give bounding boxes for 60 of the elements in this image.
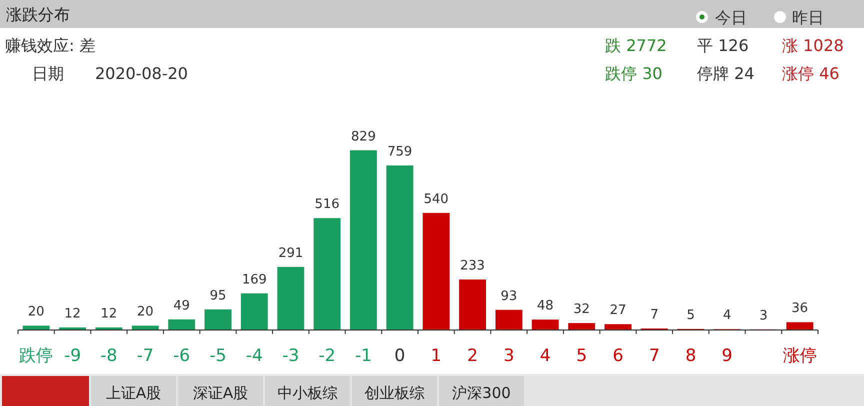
data-label: 5 bbox=[686, 308, 695, 323]
text: 停牌 24 bbox=[697, 64, 754, 83]
data-label: 95 bbox=[210, 288, 226, 304]
text: 涨停 46 bbox=[782, 64, 840, 83]
data-label: 169 bbox=[242, 272, 267, 288]
x-tick-label: 3 bbox=[503, 346, 514, 366]
text: 昨日 bbox=[792, 8, 824, 27]
x-tick-label: 2 bbox=[467, 346, 478, 366]
x-tick-label: 4 bbox=[540, 346, 551, 366]
data-label: 516 bbox=[314, 197, 340, 212]
text: 今日 bbox=[715, 8, 747, 27]
text: 赚钱效应: 差 bbox=[5, 36, 96, 55]
x-tick-label: -6 bbox=[173, 346, 190, 366]
x-tick-label: 5 bbox=[576, 346, 588, 366]
data-label: 12 bbox=[64, 306, 81, 322]
data-label: 12 bbox=[100, 306, 118, 322]
x-tick-label: 跌停 bbox=[19, 346, 54, 366]
x-tick-label: -8 bbox=[100, 346, 118, 366]
data-label: 4 bbox=[722, 308, 732, 324]
x-tick-label: -2 bbox=[318, 346, 336, 366]
x-tick-label: 1 bbox=[430, 346, 442, 366]
text: 中小板综 bbox=[278, 384, 338, 402]
data-label: 759 bbox=[387, 144, 412, 160]
data-label: 36 bbox=[792, 301, 808, 316]
x-tick-label: -4 bbox=[246, 346, 263, 366]
data-label: 829 bbox=[351, 129, 376, 144]
data-label: 32 bbox=[573, 302, 590, 318]
x-tick-label: -7 bbox=[136, 346, 154, 366]
chart-title: 涨跌分布 bbox=[6, 5, 70, 24]
x-tick-label: -1 bbox=[354, 346, 372, 366]
data-label: 7 bbox=[650, 307, 659, 322]
text: 上证A股 bbox=[106, 384, 162, 402]
x-tick-label: 7 bbox=[648, 346, 660, 366]
x-tick-label: 6 bbox=[612, 346, 624, 366]
data-label: 48 bbox=[537, 298, 554, 314]
data-label: 20 bbox=[28, 304, 44, 320]
data-label: 3 bbox=[759, 308, 768, 324]
x-tick-label: -3 bbox=[282, 346, 300, 366]
text: 跌 2772 bbox=[605, 36, 667, 55]
text: 跌停 30 bbox=[605, 64, 662, 83]
text: 创业板综 bbox=[364, 384, 424, 402]
data-label: 20 bbox=[137, 304, 154, 320]
data-label: 233 bbox=[460, 258, 485, 274]
x-tick-label: -5 bbox=[210, 346, 226, 366]
x-tick-label: 涨停 bbox=[782, 346, 817, 366]
text: 深证A股 bbox=[192, 384, 248, 402]
text: 日期 bbox=[32, 64, 64, 83]
data-label: 540 bbox=[424, 192, 449, 207]
text: 沪深300 bbox=[452, 384, 511, 402]
data-label: 27 bbox=[610, 303, 626, 318]
data-label: 291 bbox=[278, 246, 304, 261]
data-label: 93 bbox=[500, 288, 518, 304]
x-tick-label: 0 bbox=[394, 346, 406, 366]
text: 平 126 bbox=[697, 36, 749, 55]
data-label: 49 bbox=[173, 298, 190, 314]
x-tick-label: 8 bbox=[685, 346, 696, 366]
x-tick-label: 9 bbox=[722, 346, 733, 366]
text: 涨 1028 bbox=[782, 36, 844, 55]
text: 2020-08-20 bbox=[95, 64, 188, 83]
x-tick-label: -9 bbox=[64, 346, 82, 366]
